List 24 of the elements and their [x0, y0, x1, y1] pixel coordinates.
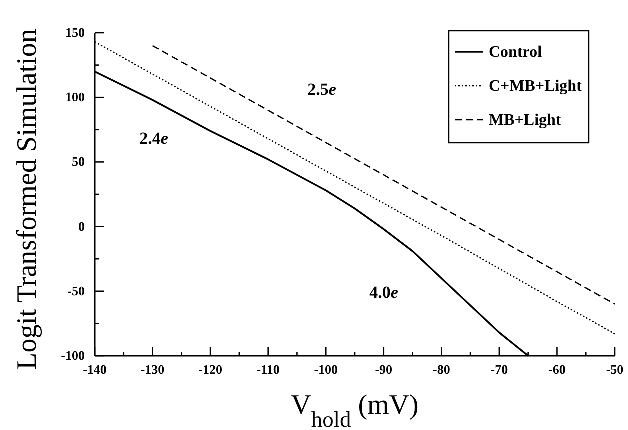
- x-tick-label: -140: [83, 362, 107, 377]
- x-axis-title: V$_{hold}$ (mV): [291, 390, 419, 430]
- y-tick-label: 150: [66, 25, 85, 40]
- y-tick-label: 100: [66, 90, 85, 105]
- y-tick-label: 50: [72, 154, 85, 170]
- legend-label: C+MB+Light: [489, 78, 583, 95]
- x-tick-label: -70: [490, 362, 508, 377]
- x-tick-label: -80: [432, 362, 450, 377]
- legend-label: Control: [489, 44, 543, 61]
- x-tick-label: -120: [198, 362, 222, 377]
- y-axis-title: Logit Transformed Simulation: [12, 29, 43, 370]
- x-tick-label: -100: [314, 362, 338, 377]
- y-tick-label: 0: [78, 218, 85, 234]
- legend-label: MB+Light: [489, 112, 562, 129]
- x-tick-label: -90: [375, 362, 393, 377]
- x-tick-label: -110: [256, 362, 280, 377]
- annotation: 2.5e: [308, 80, 337, 99]
- y-tick-label: -100: [61, 348, 85, 363]
- x-tick-label: -130: [140, 362, 165, 377]
- annotation: 4.0e: [370, 283, 399, 302]
- x-tick-label: -60: [548, 362, 566, 377]
- annotation: 2.4e: [140, 129, 169, 148]
- y-tick-label: -50: [68, 283, 85, 298]
- x-tick-label: -50: [606, 362, 624, 377]
